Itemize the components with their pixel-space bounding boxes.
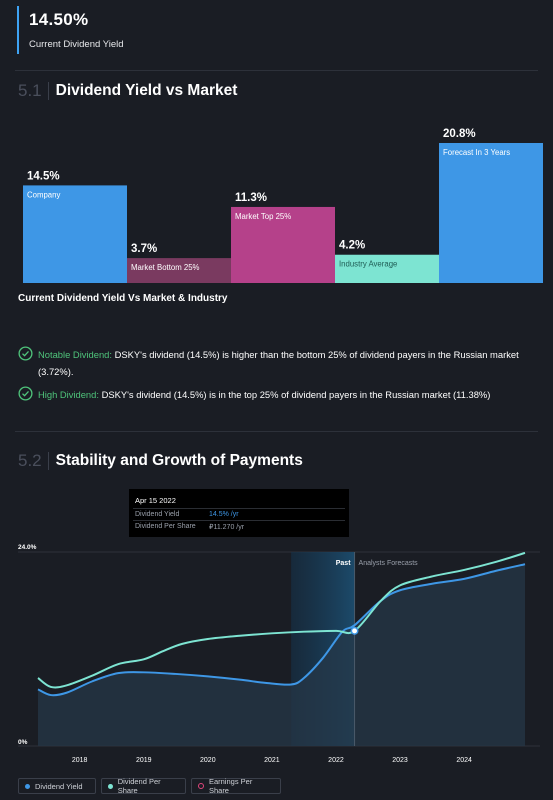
legend-dot	[108, 783, 113, 789]
legend-dot-hollow	[198, 783, 204, 789]
current-yield-value: 14.50%	[29, 10, 89, 29]
bar-value-label: 20.8%	[443, 128, 476, 140]
tooltip-row-dividend-per-share: Dividend Per Share ₽11.270 /yr	[133, 520, 345, 533]
tooltip-key: Dividend Yield	[135, 511, 180, 518]
check-highlight: High Dividend:	[38, 389, 99, 400]
legend-earnings-per-share[interactable]: Earnings Per Share	[191, 777, 281, 795]
y-axis-max-label: 24.0%	[18, 544, 37, 551]
bar-4	[439, 143, 543, 283]
tooltip-value: 14.5% /yr	[209, 511, 239, 518]
dividend-yield-line[interactable]	[37, 563, 526, 697]
tooltip-key: Dividend Per Share	[135, 523, 196, 530]
bar-2	[231, 206, 335, 283]
legend-label: Dividend Per Share	[117, 777, 161, 795]
check-text: High Dividend: DSKY's dividend (14.5%) i…	[38, 386, 490, 403]
y-axis-min-label: 0%	[18, 739, 28, 746]
divider	[15, 70, 538, 71]
bar-value-label: 11.3%	[235, 192, 267, 204]
section-heading-5-1: 5.1 Dividend Yield vs Market	[18, 82, 237, 100]
check-body: DSKY's dividend (14.5%) is higher than t…	[38, 349, 519, 377]
check-text: Notable Dividend: DSKY's dividend (14.5%…	[38, 346, 538, 380]
x-axis-tick-label: 2018	[72, 757, 88, 764]
hover-marker	[350, 626, 359, 635]
bar-value-label: 4.2%	[339, 240, 365, 252]
check-body: DSKY's dividend (14.5%) is in the top 25…	[98, 389, 491, 400]
bar-category-label: Company	[27, 190, 60, 199]
check-highlight: Notable Dividend:	[38, 349, 113, 360]
bar-3	[335, 254, 439, 283]
x-axis-tick-label: 2019	[136, 757, 152, 764]
bar-category-label: Forecast In 3 Years	[443, 148, 510, 157]
section-number: 5.2	[18, 452, 49, 470]
bar-value-label: 14.5%	[27, 170, 60, 182]
tooltip-date: Apr 15 2022	[135, 496, 176, 505]
x-axis-tick-label: 2024	[456, 757, 472, 764]
tooltip-value: ₽11.270 /yr	[209, 524, 245, 531]
legend-dot	[25, 783, 30, 789]
current-yield-label: Current Dividend Yield	[29, 39, 124, 50]
yield-comparison-bar-chart: 14.5% Company 3.7% Market Bottom 25% 11.3% Ma…	[23, 128, 543, 283]
chart-tooltip: Apr 15 2022 Dividend Yield 14.5% /yr Div…	[129, 489, 349, 537]
dividend-per-share-line[interactable]	[37, 551, 526, 689]
section-heading-5-2: 5.2 Stability and Growth of Payments	[18, 452, 303, 470]
bar-category-label: Market Bottom 25%	[131, 263, 200, 272]
section-title: Dividend Yield vs Market	[55, 82, 238, 99]
tooltip-row-dividend-yield: Dividend Yield 14.5% /yr	[133, 508, 345, 521]
bar-category-label: Market Top 25%	[235, 212, 291, 221]
bar-category-label: Industry Average	[339, 260, 397, 269]
x-axis-tick-label: 2022	[328, 757, 344, 764]
bar-1	[127, 258, 231, 283]
section-title: Stability and Growth of Payments	[55, 452, 303, 469]
dividend-history-line-chart[interactable]: Past Analysts Forecasts 24.0% 0% 2018 2019 202…	[0, 540, 553, 770]
check-notable-dividend: Notable Dividend: DSKY's dividend (14.5%…	[18, 346, 538, 380]
legend-label: Dividend Yield	[35, 781, 83, 791]
section-number: 5.1	[18, 82, 49, 100]
legend-label: Earnings Per Share	[208, 777, 253, 795]
forecast-label: Analysts Forecasts	[359, 560, 419, 567]
current-yield-stat: 14.50% Current Dividend Yield	[17, 6, 553, 54]
bar-value-label: 3.7%	[131, 243, 157, 255]
x-axis-tick-label: 2023	[392, 757, 408, 764]
past-label: Past	[336, 560, 351, 567]
check-circle-icon	[18, 346, 33, 361]
legend-dividend-yield[interactable]: Dividend Yield	[18, 778, 96, 794]
bar-0	[23, 185, 127, 283]
legend-dividend-per-share[interactable]: Dividend Per Share	[101, 777, 186, 795]
bar-chart-caption: Current Dividend Yield Vs Market & Indus…	[18, 293, 228, 304]
x-axis-tick-label: 2020	[200, 757, 216, 764]
divider	[15, 431, 538, 432]
x-axis-tick-label: 2021	[264, 757, 280, 764]
dividend-yield-area	[38, 564, 525, 746]
check-high-dividend: High Dividend: DSKY's dividend (14.5%) i…	[18, 386, 538, 403]
check-circle-icon	[18, 386, 33, 401]
